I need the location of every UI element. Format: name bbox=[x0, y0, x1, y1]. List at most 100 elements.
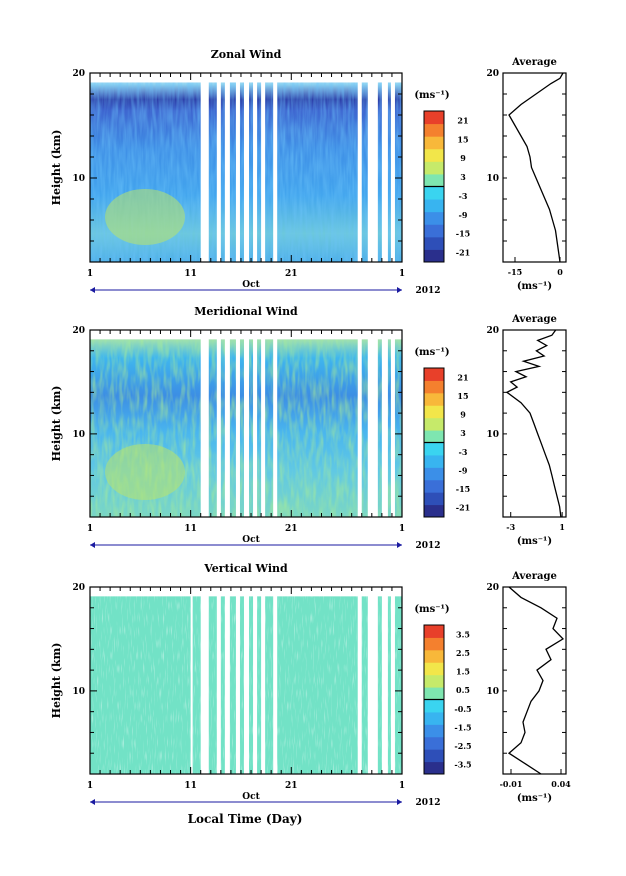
year-label: 2012 bbox=[415, 286, 440, 296]
average-x-tick-label: 0.04 bbox=[551, 779, 571, 789]
average-x-tick-label: -3 bbox=[506, 522, 515, 532]
colorbar-swatch bbox=[424, 492, 444, 506]
plot-frame bbox=[89, 586, 403, 775]
data-gap bbox=[390, 330, 395, 517]
average-profile: Average 10 20 -15 0 (ms⁻¹) bbox=[486, 57, 567, 292]
year-label: 2012 bbox=[415, 541, 440, 551]
colorbar-tick-label: -21 bbox=[456, 248, 470, 258]
data-gap bbox=[381, 587, 388, 774]
colorbar-swatch bbox=[424, 111, 444, 125]
month-axis-arrow-right bbox=[397, 287, 402, 293]
month-label: Oct bbox=[242, 792, 260, 802]
data-gap bbox=[381, 73, 388, 262]
data-gap bbox=[216, 73, 221, 262]
panel-title: Meridional Wind bbox=[194, 305, 298, 318]
colorbar-swatch bbox=[424, 674, 444, 688]
x-tick-label: 1 bbox=[87, 781, 93, 791]
month-axis: Oct bbox=[90, 280, 402, 293]
data-gap bbox=[367, 330, 378, 517]
field-patch bbox=[105, 189, 185, 245]
plot-frame bbox=[89, 329, 403, 518]
colorbar-tick-label: -21 bbox=[456, 503, 470, 513]
colorbar-swatch bbox=[424, 236, 444, 250]
x-tick-label: 21 bbox=[285, 781, 298, 791]
colorbar-tick-label: -9 bbox=[459, 210, 468, 220]
x-tick-label: 1 bbox=[87, 269, 93, 279]
y-tick-label: 20 bbox=[72, 69, 85, 79]
average-frame bbox=[502, 586, 567, 775]
data-gap bbox=[253, 73, 258, 262]
data-gap bbox=[243, 330, 250, 517]
average-y-tick-label: 10 bbox=[486, 430, 499, 440]
colorbar-tick-label: 2.5 bbox=[456, 648, 470, 658]
y-axis: 10 20 Height (km) bbox=[50, 69, 402, 263]
colorbar-swatch bbox=[424, 368, 444, 381]
colorbar-tick-label: 1.5 bbox=[456, 667, 470, 677]
data-gap bbox=[243, 73, 250, 262]
colorbar-tick-label: -2.5 bbox=[454, 741, 471, 751]
x-tick-label: 11 bbox=[184, 524, 197, 534]
colorbar-swatch bbox=[424, 186, 444, 200]
colorbar-unit: (ms⁻¹) bbox=[414, 90, 449, 101]
colorbar-swatch bbox=[424, 467, 444, 481]
average-y-tick-label: 20 bbox=[486, 583, 499, 593]
y-tick-label: 10 bbox=[72, 687, 85, 697]
colorbar-swatch bbox=[424, 148, 444, 162]
colorbar-tick-label: 15 bbox=[457, 134, 468, 144]
x-tick-label: 21 bbox=[285, 524, 298, 534]
month-label: Oct bbox=[242, 280, 260, 290]
data-gap bbox=[200, 587, 209, 774]
colorbar: (ms⁻¹) 21 15 9 3 -3 -9 -15 -21 bbox=[414, 347, 470, 518]
average-x-unit: (ms⁻¹) bbox=[517, 793, 552, 804]
average-frame bbox=[502, 72, 567, 263]
data-gap bbox=[390, 587, 395, 774]
data-gap bbox=[216, 587, 221, 774]
data-gap bbox=[235, 73, 240, 262]
average-profile-line bbox=[508, 72, 564, 263]
colorbar-tick-label: -3 bbox=[459, 191, 468, 201]
bottom-xlabel: Local Time (Day) bbox=[188, 812, 303, 826]
colorbar-swatch bbox=[424, 224, 444, 238]
plot-frame bbox=[89, 72, 403, 263]
data-gap bbox=[261, 330, 266, 517]
month-axis: Oct bbox=[90, 792, 402, 805]
average-x-tick-label: 1 bbox=[559, 522, 565, 532]
average-frame bbox=[502, 329, 567, 518]
colorbar-swatch bbox=[424, 625, 444, 638]
colorbar-swatch bbox=[424, 649, 444, 663]
colorbar-swatch bbox=[424, 736, 444, 750]
data-gap bbox=[273, 330, 278, 517]
month-axis-arrow-right bbox=[397, 542, 402, 548]
colorbar-swatch bbox=[424, 417, 444, 431]
colorbar-tick-label: 3 bbox=[460, 428, 466, 438]
colorbar-unit: (ms⁻¹) bbox=[414, 347, 449, 358]
data-gap bbox=[190, 587, 193, 774]
average-y-tick-label: 10 bbox=[486, 687, 499, 697]
x-tick-label: 1 bbox=[399, 781, 405, 791]
data-gap bbox=[224, 587, 230, 774]
colorbar-swatch bbox=[424, 687, 444, 700]
x-tick-label: 11 bbox=[184, 781, 197, 791]
data-gap bbox=[357, 73, 362, 262]
year-label: 2012 bbox=[415, 798, 440, 808]
colorbar-swatch bbox=[424, 380, 444, 394]
average-y-tick-label: 20 bbox=[486, 69, 499, 79]
colorbar-tick-label: -9 bbox=[459, 465, 468, 475]
colorbar-tick-label: 21 bbox=[457, 372, 468, 382]
average-profile: Average 10 20 -0.01 0.04 (ms⁻¹) bbox=[486, 571, 571, 804]
data-gap bbox=[357, 330, 362, 517]
data-gap bbox=[367, 73, 378, 262]
average-x-unit: (ms⁻¹) bbox=[517, 536, 552, 547]
data-gap bbox=[224, 330, 230, 517]
y-axis: 10 20 Height (km) bbox=[50, 583, 402, 775]
colorbar-tick-label: -1.5 bbox=[454, 722, 471, 732]
colorbar-swatch bbox=[424, 211, 444, 225]
month-axis-arrow-left bbox=[90, 799, 95, 805]
wind-field bbox=[90, 330, 402, 517]
wind-field bbox=[90, 587, 402, 774]
data-gap bbox=[390, 73, 395, 262]
colorbar-unit: (ms⁻¹) bbox=[414, 604, 449, 615]
y-tick-label: 20 bbox=[72, 326, 85, 336]
month-axis: Oct bbox=[90, 535, 402, 548]
